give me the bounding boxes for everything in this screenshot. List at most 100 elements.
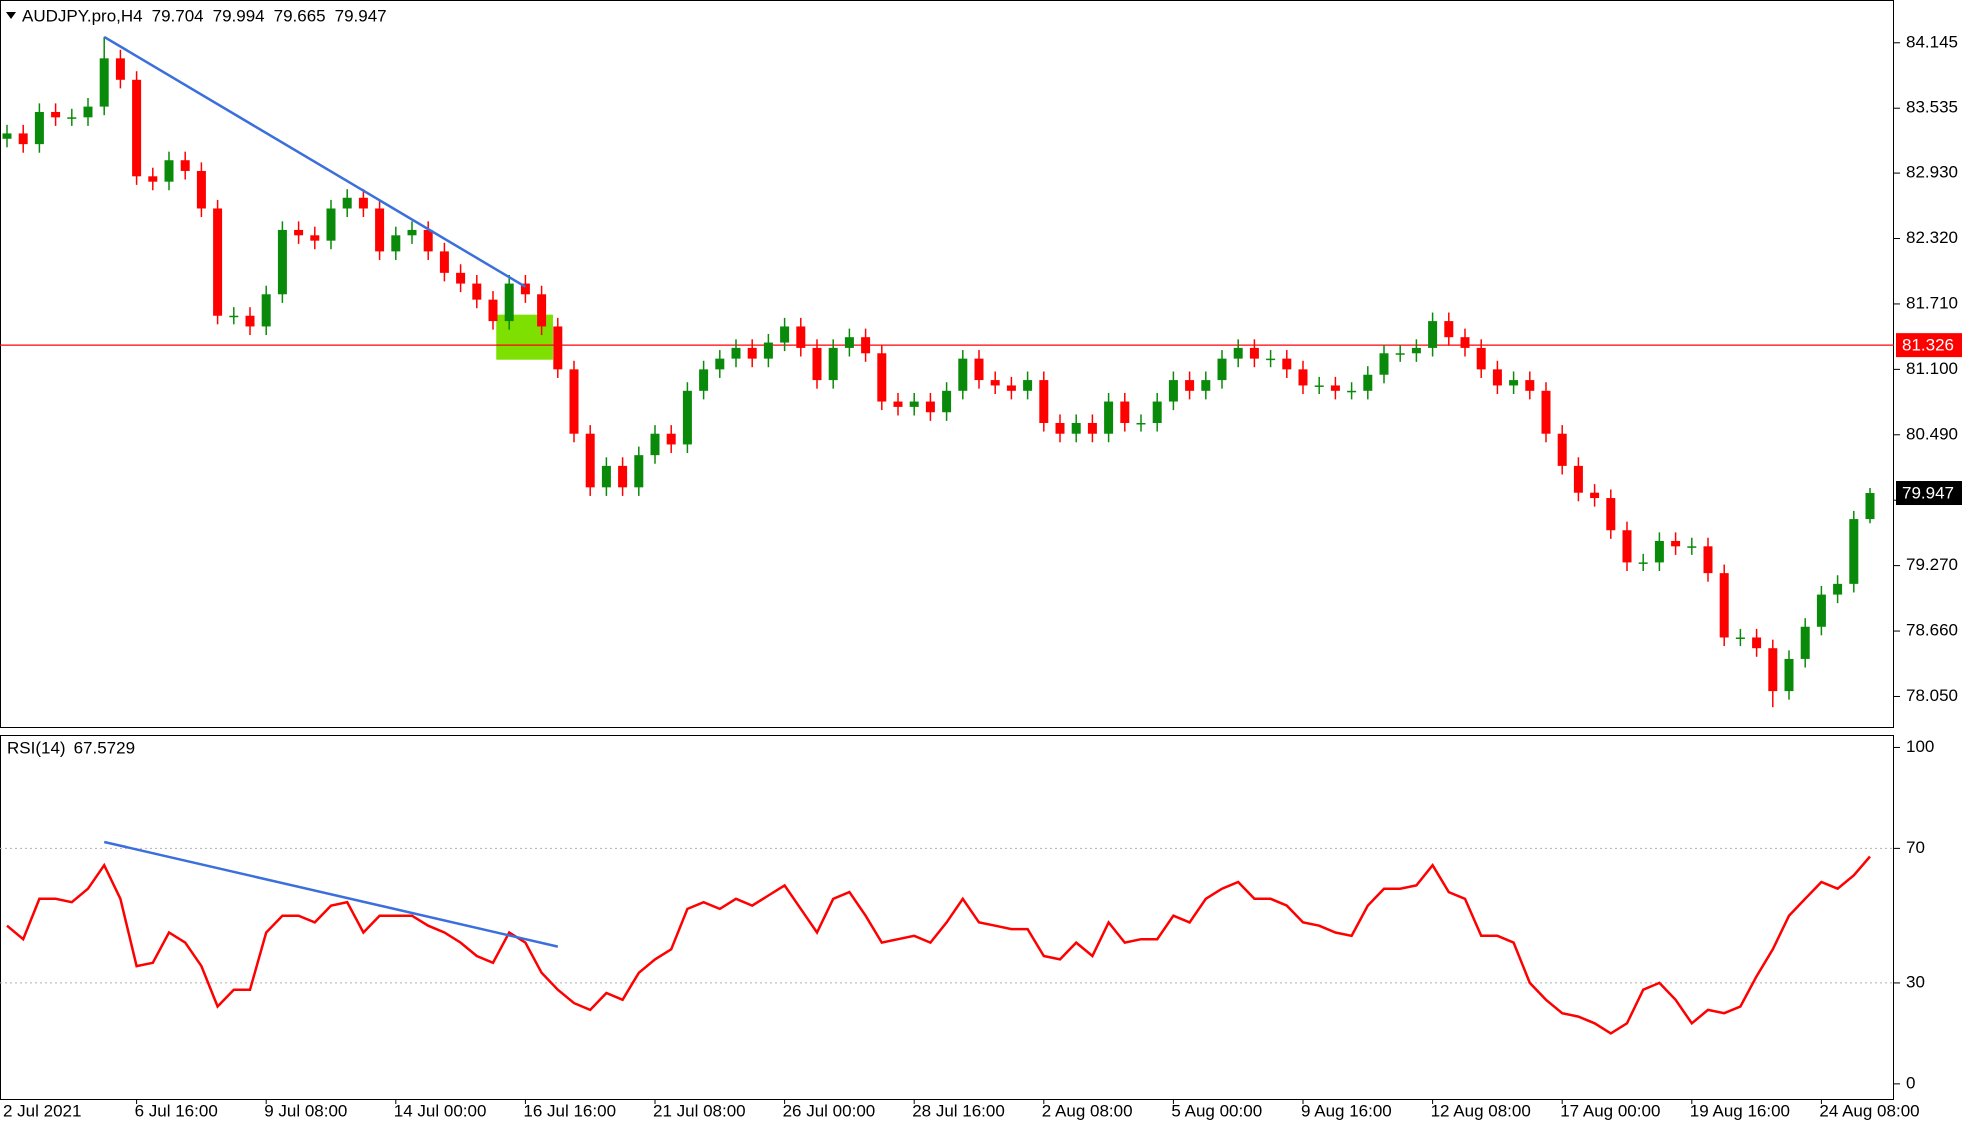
candle-body bbox=[1249, 347, 1259, 359]
x-tick-label: 9 Aug 16:00 bbox=[1301, 1101, 1392, 1120]
x-tick-label: 14 Jul 00:00 bbox=[394, 1101, 487, 1120]
candle-body bbox=[1282, 358, 1292, 370]
candle-body bbox=[342, 197, 352, 209]
candle-body bbox=[1071, 422, 1081, 434]
candle-body bbox=[780, 326, 790, 343]
candle-body bbox=[1233, 347, 1243, 359]
candle-body bbox=[990, 380, 1000, 386]
candle-body bbox=[1671, 540, 1681, 547]
candle-body bbox=[974, 358, 984, 381]
candle-body bbox=[1347, 390, 1357, 393]
candle-body bbox=[456, 272, 466, 284]
candle-body bbox=[1541, 390, 1551, 434]
candle-body bbox=[34, 111, 44, 145]
candle-body bbox=[1298, 369, 1308, 386]
candle-body bbox=[1411, 347, 1421, 354]
candle-body bbox=[1509, 380, 1519, 386]
candle-body bbox=[634, 455, 644, 488]
candle-body bbox=[115, 58, 125, 80]
candle-body bbox=[1752, 637, 1762, 649]
y-tick-label: 78.050 bbox=[1906, 686, 1958, 705]
trendline bbox=[103, 35, 527, 288]
candle-body bbox=[731, 347, 741, 359]
candle-body bbox=[1865, 493, 1875, 520]
header-low: 79.665 bbox=[274, 6, 326, 25]
candle-body bbox=[569, 369, 579, 434]
indicator-value: 67.5729 bbox=[74, 738, 135, 757]
candle-body bbox=[1395, 353, 1405, 355]
candle-body bbox=[1460, 337, 1470, 348]
candle-body bbox=[504, 283, 514, 322]
candle-body bbox=[1104, 401, 1114, 434]
price-level-label: 81.326 bbox=[1902, 336, 1954, 355]
main-panel-frame bbox=[0, 0, 1894, 728]
menu-arrow[interactable] bbox=[6, 12, 16, 19]
candle-body bbox=[229, 315, 239, 318]
x-tick-label: 17 Aug 00:00 bbox=[1560, 1101, 1660, 1120]
candle-body bbox=[1266, 358, 1276, 361]
candle-body bbox=[358, 197, 368, 209]
candle-body bbox=[1654, 540, 1664, 563]
x-tick-label: 9 Jul 08:00 bbox=[264, 1101, 347, 1120]
candle-body bbox=[439, 251, 449, 273]
candle-body bbox=[861, 337, 871, 354]
rsi-line bbox=[6, 855, 1871, 1035]
candle-body bbox=[958, 358, 968, 391]
y-tick-label: 79.270 bbox=[1906, 555, 1958, 574]
y-tick-label: 83.535 bbox=[1906, 98, 1958, 117]
x-tick-label: 28 Jul 16:00 bbox=[912, 1101, 1005, 1120]
candle-body bbox=[164, 160, 174, 182]
x-tick-label: 5 Aug 00:00 bbox=[1171, 1101, 1262, 1120]
x-tick-label: 12 Aug 08:00 bbox=[1431, 1101, 1531, 1120]
candle-body bbox=[1573, 465, 1583, 493]
candle-body bbox=[1849, 519, 1859, 584]
candle-body bbox=[1168, 380, 1178, 402]
candle-body bbox=[294, 229, 304, 236]
y-tick-label: 84.145 bbox=[1906, 32, 1958, 51]
candle-body bbox=[796, 326, 806, 348]
candle-body bbox=[715, 358, 725, 370]
candle-body bbox=[1444, 321, 1454, 338]
candle-body bbox=[180, 160, 190, 171]
y-tick-label: 80.490 bbox=[1906, 424, 1958, 443]
candle-body bbox=[375, 208, 385, 252]
candle-body bbox=[942, 390, 952, 413]
candle-body bbox=[1703, 546, 1713, 574]
candle-body bbox=[877, 353, 887, 402]
candle-body bbox=[1492, 369, 1502, 386]
y-tick-label: 0 bbox=[1906, 1073, 1915, 1092]
candle-body bbox=[1525, 380, 1535, 391]
candle-body bbox=[1606, 498, 1616, 531]
indicator-title: RSI(14) bbox=[7, 738, 66, 757]
candle-body bbox=[812, 347, 822, 381]
x-tick-label: 21 Jul 08:00 bbox=[653, 1101, 746, 1120]
candle-body bbox=[618, 465, 628, 488]
candle-body bbox=[1039, 380, 1049, 423]
x-tick-label: 19 Aug 16:00 bbox=[1690, 1101, 1790, 1120]
candle-body bbox=[1476, 347, 1486, 370]
candle-body bbox=[1185, 380, 1195, 391]
candle-body bbox=[132, 79, 142, 177]
candle-body bbox=[1590, 492, 1600, 499]
y-tick-label: 82.930 bbox=[1906, 163, 1958, 182]
candle-body bbox=[1217, 358, 1227, 381]
candle-body bbox=[1055, 422, 1065, 434]
candle-body bbox=[699, 369, 709, 391]
y-tick-label: 100 bbox=[1906, 737, 1934, 756]
y-tick-label: 30 bbox=[1906, 972, 1925, 991]
candle-body bbox=[650, 433, 660, 456]
candle-body bbox=[51, 111, 61, 118]
candle-body bbox=[1023, 380, 1033, 391]
candle-body bbox=[310, 235, 320, 241]
x-tick-label: 26 Jul 00:00 bbox=[783, 1101, 876, 1120]
candle-body bbox=[1622, 530, 1632, 563]
rsi-panel-frame bbox=[0, 735, 1894, 1100]
candle-body bbox=[520, 283, 530, 295]
candle-body bbox=[1768, 648, 1778, 692]
trendline bbox=[103, 840, 559, 948]
header-close: 79.947 bbox=[335, 6, 387, 25]
candle-body bbox=[1136, 422, 1146, 425]
candle-body bbox=[601, 465, 611, 488]
x-tick-label: 16 Jul 16:00 bbox=[523, 1101, 616, 1120]
